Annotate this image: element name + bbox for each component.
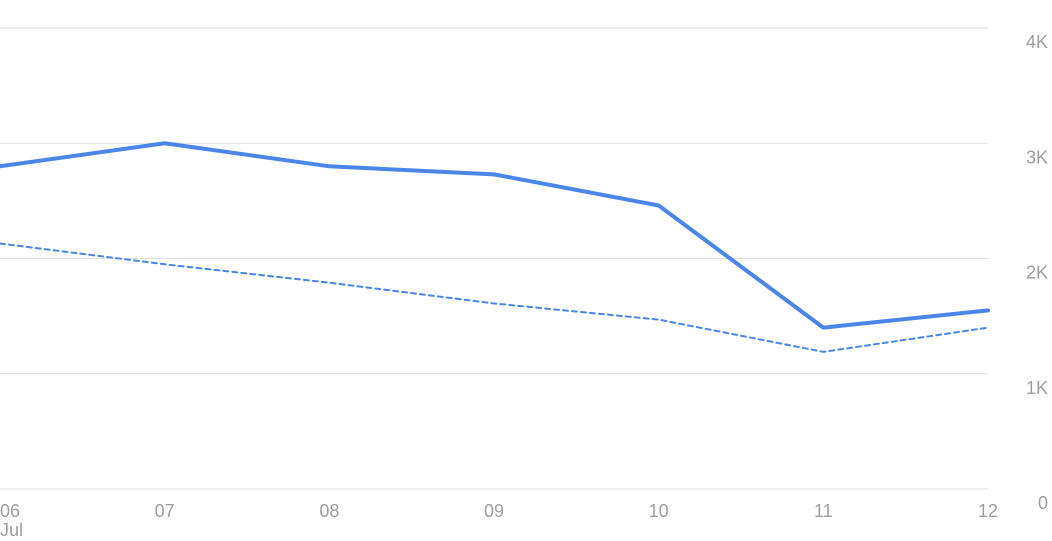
x-tick-label: 06 bbox=[0, 501, 20, 521]
y-tick-label: 0 bbox=[1038, 493, 1048, 513]
x-tick-label: 08 bbox=[319, 501, 339, 521]
y-tick-label: 4K bbox=[1026, 32, 1048, 52]
y-tick-label: 3K bbox=[1026, 147, 1048, 167]
x-tick-label: 12 bbox=[978, 501, 998, 521]
x-tick-label: 11 bbox=[814, 501, 833, 521]
x-tick-label: 09 bbox=[484, 501, 504, 521]
series-line-dashed bbox=[0, 242, 989, 353]
series-line-solid bbox=[0, 141, 990, 330]
x-tick-label: 10 bbox=[649, 501, 669, 521]
y-tick-label: 2K bbox=[1026, 263, 1048, 283]
x-tick-label: 07 bbox=[155, 501, 175, 521]
x-month-label: Jul bbox=[0, 520, 23, 540]
y-tick-label: 1K bbox=[1026, 378, 1048, 398]
